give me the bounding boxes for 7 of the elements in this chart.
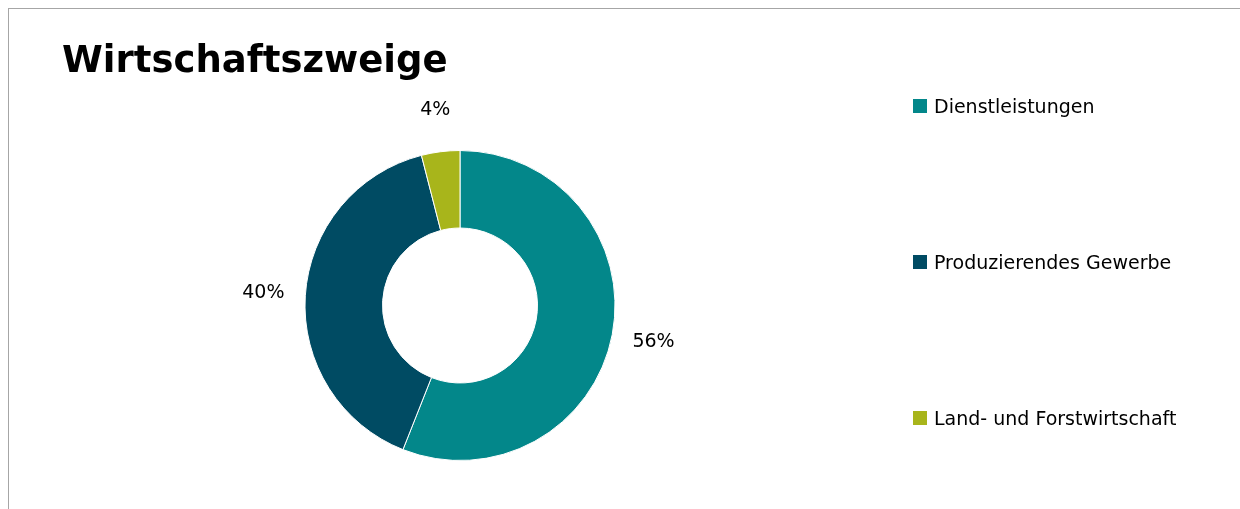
data-label: 40% <box>242 280 285 303</box>
chart-title: Wirtschaftszweige <box>62 38 448 81</box>
legend-label: Produzierendes Gewerbe <box>934 251 1172 273</box>
legend-label: Dienstleistungen <box>934 95 1095 117</box>
legend-label: Land- und Forstwirtschaft <box>934 407 1177 429</box>
data-label: 4% <box>420 96 451 119</box>
data-label: 56% <box>632 329 675 352</box>
